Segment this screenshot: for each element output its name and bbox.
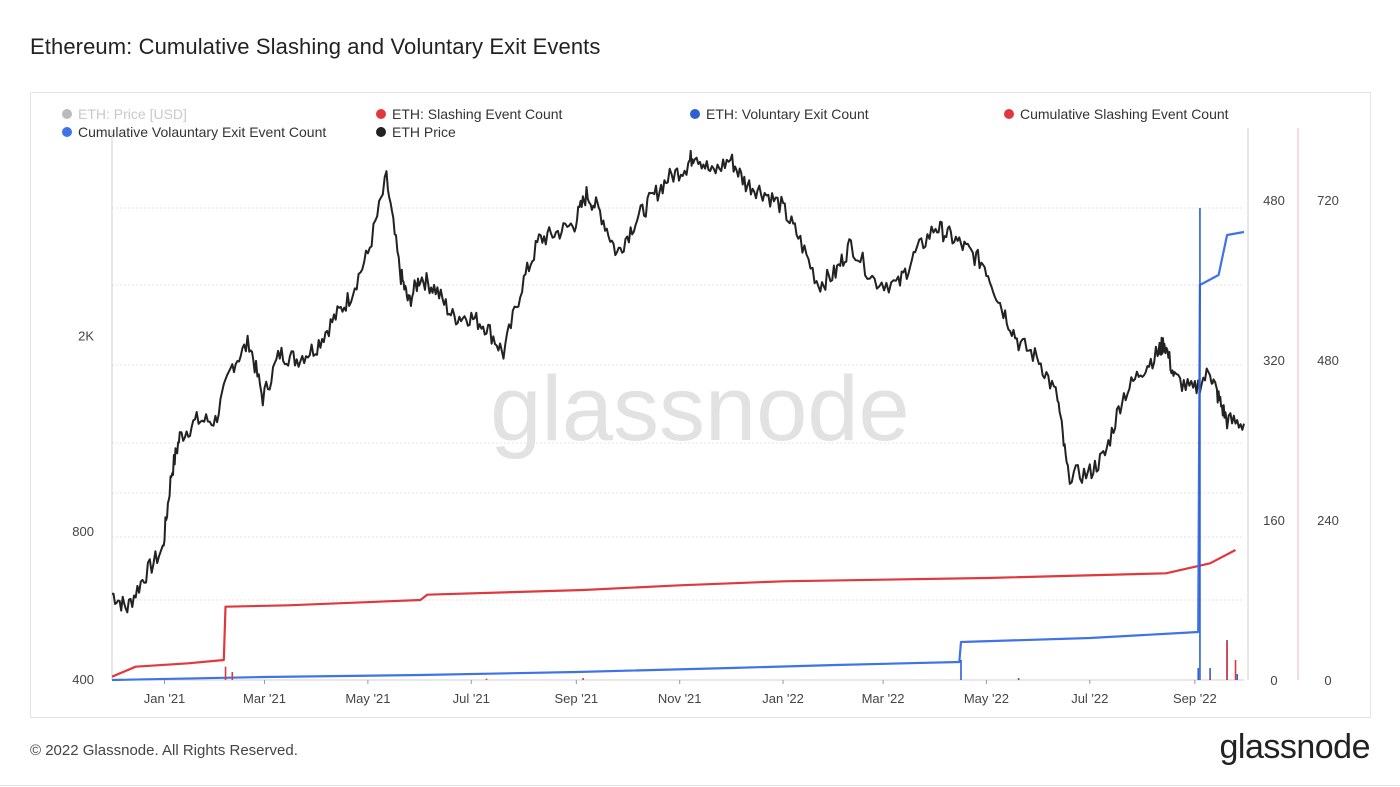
x-tick-label: Jan '22 (762, 691, 804, 706)
legend-dot-icon (376, 109, 386, 119)
x-tick-label: Sep '22 (1173, 691, 1217, 706)
x-tick-label: Jul '22 (1071, 691, 1108, 706)
series-line-eth-price (111, 149, 1245, 614)
y-tick-label-left: 2K (78, 329, 94, 344)
legend-dot-icon (690, 109, 700, 119)
legend-label: Cumulative Slashing Event Count (1020, 106, 1229, 122)
legend-label: ETH: Slashing Event Count (392, 106, 563, 122)
x-tick-label: May '22 (964, 691, 1009, 706)
legend-label: Cumulative Volauntary Exit Event Count (78, 124, 327, 140)
legend-label: ETH: Voluntary Exit Count (706, 106, 869, 122)
y-tick-label-right-1: 320 (1263, 353, 1285, 368)
y-tick-label-right-2: 240 (1317, 513, 1339, 528)
legend-item-cumulative-slashing[interactable]: Cumulative Slashing Event Count (1004, 106, 1229, 122)
y-tick-label-right-1: 480 (1263, 193, 1285, 208)
x-tick-label: May '21 (345, 691, 390, 706)
legend-item-eth-price[interactable]: ETH Price (376, 124, 456, 140)
glassnode-logo[interactable]: glassnode (1219, 728, 1370, 766)
x-tick-label: Sep '21 (554, 691, 598, 706)
legend-dot-icon (1004, 109, 1014, 119)
y-tick-label-right-1: 0 (1270, 673, 1277, 688)
legend-item-slashing-event-count[interactable]: ETH: Slashing Event Count (376, 106, 562, 122)
x-tick-label: Nov '21 (658, 691, 702, 706)
legend-label: ETH: Price [USD] (78, 106, 187, 122)
legend-item-voluntary-exit-count[interactable]: ETH: Voluntary Exit Count (690, 106, 869, 122)
chart-frame (30, 92, 1371, 718)
chart-legend: ETH: Price [USD] ETH: Slashing Event Cou… (62, 106, 1342, 146)
legend-item-cumulative-voluntary-exit[interactable]: Cumulative Volauntary Exit Event Count (62, 124, 326, 140)
legend-dot-icon (376, 127, 386, 137)
y-tick-label-right-2: 0 (1324, 673, 1331, 688)
x-tick-label: Mar '21 (243, 691, 286, 706)
y-tick-label-right-2: 480 (1317, 353, 1339, 368)
x-tick-label: Mar '22 (862, 691, 905, 706)
y-tick-label-right-2: 720 (1317, 193, 1339, 208)
legend-dot-icon (62, 127, 72, 137)
legend-label: ETH Price (392, 124, 456, 140)
x-tick-label: Jan '21 (144, 691, 186, 706)
axes: 400 800 2K 0 160 320 480 0 240 480 720 Jan '21 Mar '… (72, 128, 1339, 706)
legend-dot-icon (62, 109, 72, 119)
y-tick-label-right-1: 160 (1263, 513, 1285, 528)
y-tick-label-left: 800 (72, 524, 94, 539)
x-tick-label: Jul '21 (453, 691, 490, 706)
footer-copyright: © 2022 Glassnode. All Rights Reserved. (30, 742, 298, 759)
series-line-cumulative-volauntary-exit-event-count (111, 230, 1245, 682)
y-tick-label-left: 400 (72, 672, 94, 687)
grid-lines (112, 207, 1244, 601)
watermark: glassnode (490, 358, 909, 460)
footer-divider (0, 785, 1400, 786)
series-line-cumulative-slashing-event-count (111, 549, 1237, 678)
page-title: Ethereum: Cumulative Slashing and Volunt… (30, 34, 601, 59)
legend-item-eth-price-usd[interactable]: ETH: Price [USD] (62, 106, 187, 122)
series-layer (111, 149, 1245, 682)
